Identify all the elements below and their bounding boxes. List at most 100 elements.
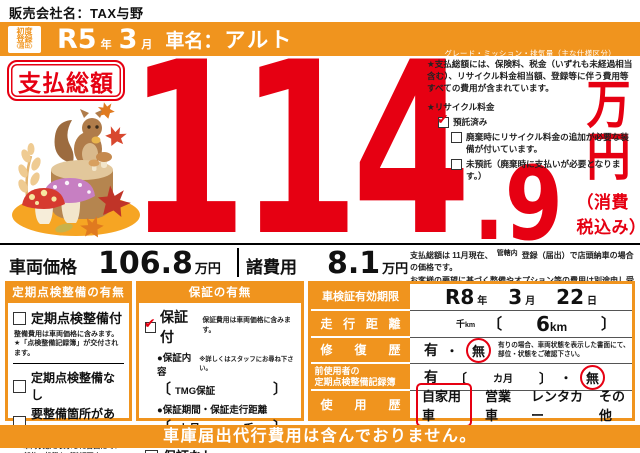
mileage-number: 6: [535, 311, 550, 336]
warranty-with-row: 保証付 保証費用は車両価格に含みます。: [144, 307, 295, 347]
close-bracket: 〕: [273, 381, 287, 397]
recycle-fee-title: ★リサイクル料金: [427, 102, 495, 113]
mileage-label-cell: 走行距離: [311, 310, 410, 338]
record-label-cell: 前使用者の 定期点検整備記録簿: [311, 364, 410, 392]
close-bracket: 〕: [539, 370, 553, 386]
total-payment-badge: 支払総額: [7, 60, 125, 101]
record-month-unit: カ月: [493, 373, 514, 385]
vehicle-price-unit: 万円: [194, 261, 221, 276]
expiry-day-unit: 日: [587, 295, 597, 307]
maintenance-note-line1: 整備費用は車両価格に含みます。: [14, 331, 119, 338]
warranty-panel: 保証の有無 保証付 保証費用は車両価格に含みます。 ●保証内容 ※詳しくはスタッ…: [136, 281, 304, 453]
dealer-name: 販売会社名：TAX与野: [9, 6, 144, 21]
badge-line1: 初度: [16, 26, 33, 36]
recycle-extra-row: 廃棄時にリサイクル料金の追加が必要な装備が付いています。: [451, 131, 635, 155]
repair-history-row: 修復歴 有 ・ 無 有りの場合、車両状態を表示した書面にて、 部位・状態をご確認…: [311, 337, 632, 365]
separator-dot: ・: [560, 370, 573, 385]
warranty-content-row: ●保証内容 ※詳しくはスタッフにお尋ね下さい。: [157, 350, 295, 378]
expiry-year: R8: [444, 284, 475, 309]
warranty-without-label: 保証なし: [163, 446, 215, 453]
repair-note: 有りの場合、車両状態を表示した書面にて、 部位・状態をご確認下さい。: [498, 341, 630, 359]
payment-notes: ★支払総額には、保険料、税金（いずれも未経過相当含む）、リサイクル料金相当額、登…: [427, 58, 635, 182]
illustration-svg: [12, 102, 140, 238]
checked-checkbox-icon: [437, 110, 449, 130]
mileage-unit: km: [549, 319, 568, 334]
price-integer: 114: [128, 11, 471, 289]
price-unit: 万円: [586, 77, 632, 187]
repair-note-line1: 有りの場合、車両状態を表示した書面にて、: [498, 342, 630, 350]
expiry-label: 車検証有効期限: [322, 291, 399, 304]
open-bracket: 〔: [487, 316, 503, 334]
empty-checkbox-icon: [13, 311, 26, 325]
recycle-deposited-row: 預託済み: [437, 110, 635, 130]
maintenance-panel-title: 定期点検整備の有無: [8, 284, 129, 303]
reg-month-unit: 月: [141, 38, 153, 51]
mileage-label: 走行距離: [320, 316, 401, 331]
maintenance-without-row: 定期点検整備なし: [13, 369, 124, 403]
separator-dot: ・: [446, 343, 459, 358]
recycle-not-deposited-label: 未預託（廃棄時に支払いが必要となります。）: [466, 159, 621, 182]
warranty-content-label: ●保証内容: [157, 353, 192, 378]
note1-suffix: 登録（届出）で店頭納車の場合の価格です。: [410, 251, 634, 273]
maintenance-with-label: 定期点検整備付: [31, 311, 123, 326]
fees-value: 8.1: [327, 246, 381, 281]
price-tax-note: （消費税込み）: [576, 193, 640, 237]
fees-unit: 万円: [382, 261, 409, 276]
mileage-value: 6km: [502, 312, 601, 336]
empty-checkbox-icon: [13, 380, 26, 394]
usage-label-cell: 使用歴: [311, 391, 410, 418]
warranty-period-row: ●保証期間・保証走行距離: [157, 402, 295, 416]
total-price: 114 .9 万円 （消費税込み）: [128, 11, 640, 289]
repair-note-line2: 部位・状態をご確認下さい。: [498, 351, 584, 359]
expiry-month: 3: [508, 284, 523, 309]
open-bracket: 〔: [157, 381, 171, 397]
empty-checkbox-icon: [451, 159, 462, 171]
recycle-deposited-label: 預託済み: [453, 117, 488, 128]
mileage-scale: 千: [456, 319, 466, 330]
maintenance-note-line2: ★「点検整備記録簿」が交付されます。: [14, 340, 119, 357]
checked-checkbox-icon: [144, 315, 156, 333]
fees-label: 諸費用: [246, 258, 297, 277]
close-bracket: 〕: [600, 316, 616, 334]
warranty-with-note: 保証費用は車両価格に含みます。: [202, 317, 291, 334]
empty-checkbox-icon: [145, 449, 158, 453]
first-registration-badge: 初度 登録 〈届出〉: [8, 25, 41, 53]
maintenance-with-row: 定期点検整備付: [13, 308, 124, 327]
warranty-without-row: 保証なし: [145, 446, 295, 453]
warranty-period-label: ●保証期間・保証走行距離: [157, 405, 268, 416]
car-name: アルト: [224, 29, 294, 52]
expiry-day: 22: [556, 284, 584, 309]
vehicle-price-label: 車両価格: [9, 258, 77, 277]
repair-no-circled: 無: [466, 337, 492, 363]
repair-value-cell: 有 ・ 無 有りの場合、車両状態を表示した書面にて、 部位・状態をご確認下さい。: [410, 337, 632, 365]
header-bar: 初度 登録 〈届出〉 R5 年 3 月 車名： アルト グレード・ミッション・排…: [0, 22, 640, 78]
maintenance-without-label: 定期点検整備なし: [31, 371, 116, 403]
warranty-panel-title: 保証の有無: [139, 284, 301, 303]
mileage-row: 走行距離 千km 〔 6km 〕: [311, 310, 632, 338]
record-label-line1: 前使用者の: [314, 365, 360, 376]
reg-year-unit: 年: [100, 38, 112, 51]
repair-yes: 有: [424, 342, 438, 359]
grade-block: グレード・ミッション・排気量（主な仕様区分） HYBRID S 衝突軽減システム: [432, 48, 628, 79]
mileage-value-cell: 千km 〔 6km 〕: [410, 311, 632, 338]
usage-other: その他: [599, 388, 626, 423]
record-value-cell: 有 〔 カ月 〕 ・ 無: [410, 364, 632, 392]
footer-banner: 車庫届出代行費用は含んでおりません。: [0, 425, 640, 448]
warranty-content-value: TMG保証: [175, 386, 216, 397]
maintenance-with-note: 整備費用は車両価格に含みます。 ★「点検整備記録簿」が交付されます。: [14, 330, 124, 358]
repair-label: 修復歴: [320, 343, 401, 358]
empty-checkbox-icon: [451, 132, 462, 144]
reg-month: 3: [118, 23, 138, 55]
usage-label: 使用歴: [320, 398, 401, 413]
record-yes: 有: [424, 369, 438, 386]
usage-private-circled: 自家用車: [416, 382, 472, 427]
price-breakdown-row: 車両価格 106.8 万円 諸費用 8.1 万円 支払総額は 11月現在、 管轄内…: [0, 243, 640, 297]
usage-history-row: 使用歴 自家用車 営業車 レンタカー その他: [311, 382, 632, 427]
recycle-not-deposited-row: 未預託（廃棄時に支払いが必要となります。）: [451, 158, 635, 182]
mileage-scale-unit: km: [465, 322, 476, 330]
usage-commercial: 営業車: [485, 388, 512, 423]
